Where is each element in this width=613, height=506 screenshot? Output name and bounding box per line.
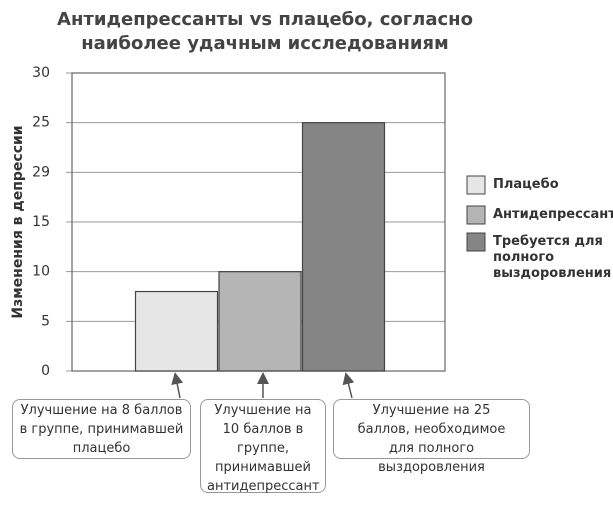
annotation: Улучшение на 10 баллов в группе, принима… [200, 399, 326, 494]
arrow [342, 372, 355, 399]
y-tick-label: 25 [32, 115, 50, 131]
bar [134, 290, 219, 372]
y-tick-label: 29 [32, 164, 50, 180]
y-axis-label: Изменения в депрессии [10, 125, 26, 318]
chart-title: Антидепрессанты vs плацебо, согласно наи… [57, 9, 473, 54]
legend-label: Требуется для полного выздоровления [493, 234, 612, 281]
arrow [171, 372, 184, 399]
y-tick-label: 10 [32, 264, 50, 280]
annotation: Улучшение на 8 баллов в группе, принимав… [12, 399, 191, 459]
y-tick-label: 5 [41, 313, 50, 329]
legend-swatch [466, 232, 486, 252]
legend-label: Антидепрессант [493, 207, 613, 222]
legend-label: Плацебо [493, 177, 559, 192]
legend-swatch [466, 205, 486, 225]
y-tick-label: 0 [41, 363, 50, 379]
bar [218, 271, 302, 372]
legend-swatch [466, 175, 486, 195]
bar [301, 122, 386, 372]
annotation: Улучшение на 25 баллов, необходимое для … [333, 399, 530, 475]
y-tick-label: 30 [32, 65, 50, 81]
y-tick-label: 15 [32, 214, 50, 230]
